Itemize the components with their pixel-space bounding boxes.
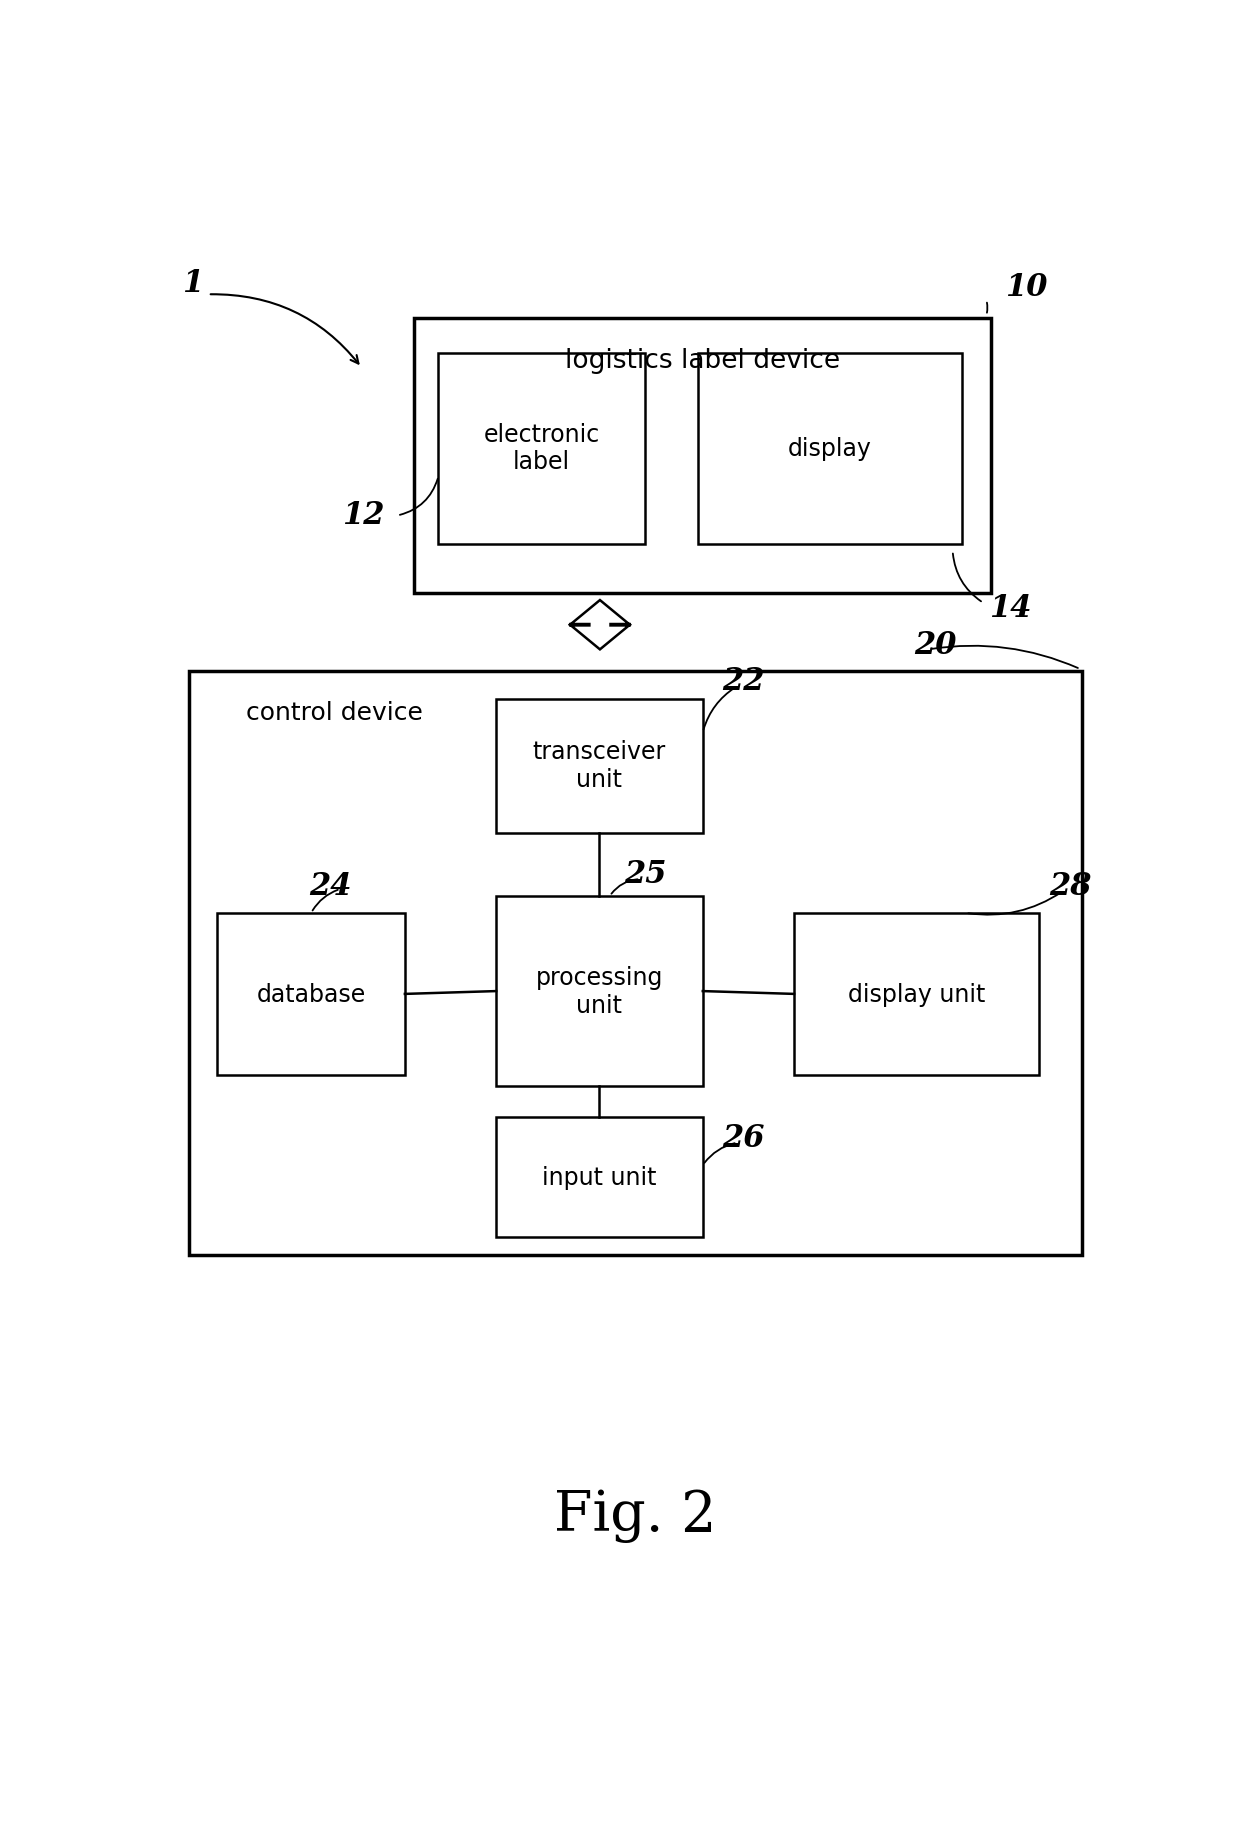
Text: control device: control device [247,701,423,725]
Bar [414,318,991,593]
Text: 28: 28 [1049,871,1091,902]
Text: transceiver
unit: transceiver unit [533,739,666,792]
Text: input unit: input unit [542,1166,657,1190]
Text: Fig. 2: Fig. 2 [554,1488,717,1543]
Text: 24: 24 [309,871,351,902]
Text: 12: 12 [342,500,384,531]
Bar [217,913,404,1074]
Bar [794,913,1039,1074]
Text: database: database [257,983,366,1006]
Text: processing
unit: processing unit [536,966,663,1017]
Text: 10: 10 [1006,271,1048,302]
Text: 26: 26 [722,1124,765,1155]
Bar [496,897,703,1087]
Text: 20: 20 [914,630,957,661]
Bar [496,1116,703,1237]
Bar [698,353,962,544]
Text: electronic
label: electronic label [484,423,600,474]
Bar [188,670,1083,1255]
Text: 14: 14 [990,593,1032,624]
Text: logistics label device: logistics label device [565,348,841,373]
Text: 22: 22 [722,666,765,697]
Bar [439,353,645,544]
Bar [496,699,703,833]
Text: 1: 1 [182,267,203,298]
Polygon shape [569,600,631,650]
Text: display unit: display unit [848,983,986,1006]
Text: 25: 25 [624,860,666,891]
Text: display: display [789,437,872,461]
